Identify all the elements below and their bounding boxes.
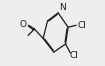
Text: O: O	[20, 20, 27, 29]
Text: Cl: Cl	[77, 21, 86, 30]
Text: N: N	[59, 3, 66, 12]
Text: Cl: Cl	[69, 51, 78, 60]
